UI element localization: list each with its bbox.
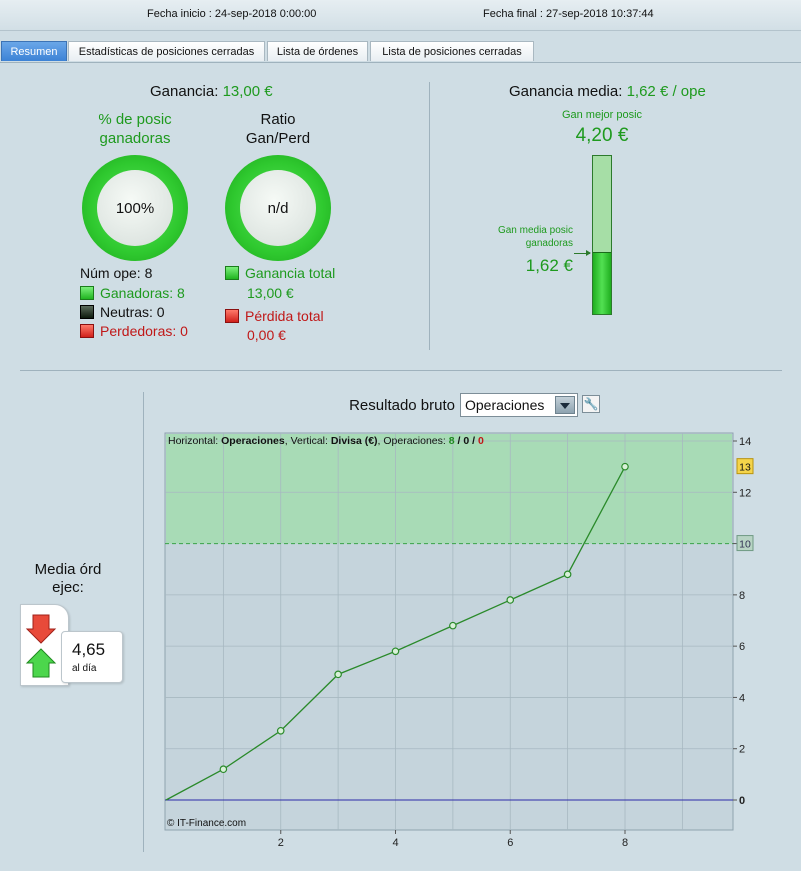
avg-gain-bar-fill: [593, 252, 611, 314]
ratio-title: Ratio Gan/Perd: [213, 110, 343, 148]
avg-win-label-line1: Gan media posic: [497, 225, 573, 236]
chart-title: Resultado bruto: [349, 397, 455, 414]
win-pct-title-line2: ganadoras: [99, 130, 171, 147]
avg-gain-line: Ganancia media: 1,62 € / ope: [509, 83, 706, 100]
win-pct-title: % de posic ganadoras: [70, 110, 200, 148]
win-pct-gauge: 100%: [82, 155, 188, 261]
data-point: [506, 596, 515, 604]
x-tick-label: 8: [622, 837, 628, 849]
avg-gain-label: Ganancia media:: [509, 83, 623, 100]
y-tick-label: 0: [739, 795, 745, 807]
total-loss-label: Pérdida total: [245, 308, 324, 324]
y-tick-label: 2: [739, 744, 745, 756]
neutral-legend: Neutras: 0: [80, 304, 165, 320]
zone-badge-label: 10: [739, 539, 751, 551]
avg-gain-bar: [592, 155, 612, 315]
y-tick-label: 6: [739, 641, 745, 653]
start-date: Fecha inicio : 24-sep-2018 0:00:00: [147, 8, 316, 20]
best-pos-label: Gan mejor posic: [561, 109, 643, 121]
ratio-gauge: n/d: [225, 155, 331, 261]
black-square-icon: [80, 305, 94, 319]
x-tick-label: 2: [278, 837, 284, 849]
chart-mode-value: Operaciones: [465, 397, 545, 413]
data-point: [621, 462, 629, 471]
orders-unit: al día: [72, 663, 97, 674]
avg-win-label-line2: ganadoras: [525, 238, 573, 249]
target-zone: [166, 434, 732, 544]
profit-label: Ganancia:: [150, 83, 219, 100]
orders-doc-icon: [20, 604, 69, 686]
data-point: [391, 647, 400, 656]
start-date-label: Fecha inicio :: [147, 8, 212, 20]
y-tick-label: 14: [739, 436, 751, 448]
wrench-icon[interactable]: 🔧: [582, 395, 600, 413]
red-square-icon: [225, 309, 239, 323]
profit-value: 13,00 €: [222, 83, 273, 100]
chart-divider-vertical: [143, 392, 144, 852]
total-loss-legend: Pérdida total: [225, 308, 324, 324]
result-chart: Horizontal: Operaciones, Vertical: Divis…: [164, 432, 754, 849]
total-loss-value: 0,00 €: [247, 327, 286, 343]
red-square-icon: [80, 324, 94, 338]
chart-watermark: © IT-Finance.com: [167, 818, 246, 829]
y-tick-label: 4: [739, 692, 745, 704]
total-gain-value: 13,00 €: [247, 285, 294, 301]
start-date-value: 24-sep-2018 0:00:00: [214, 8, 317, 20]
tab-estadisticas[interactable]: Estadísticas de posiciones cerradas: [68, 41, 265, 61]
total-gain-label: Ganancia total: [245, 265, 336, 281]
x-tick-label: 6: [507, 837, 513, 849]
losers-legend: Perdedoras: 0: [80, 323, 188, 339]
last-value-badge-label: 13: [739, 462, 751, 474]
data-point: [449, 621, 457, 630]
x-tick-label: 4: [392, 837, 398, 849]
tab-lista-ordenes[interactable]: Lista de órdenes: [267, 41, 368, 61]
chart-info-text: Horizontal: Operaciones, Vertical: Divis…: [168, 435, 484, 447]
y-tick-label: 8: [739, 590, 745, 602]
avg-win-pointer: [574, 253, 590, 254]
data-point: [563, 570, 572, 579]
ratio-title-line2: Gan/Perd: [245, 130, 311, 147]
arrow-right-icon: [586, 250, 591, 256]
orders-title: Media órd ejec:: [20, 561, 116, 597]
tab-bar: Resumen Estadísticas de posiciones cerra…: [0, 40, 801, 63]
end-date-value: 27-sep-2018 10:37:44: [545, 8, 654, 20]
winners-legend: Ganadoras: 8: [80, 285, 185, 301]
ratio-title-line1: Ratio: [260, 111, 296, 128]
best-pos-value: 4,20 €: [575, 125, 629, 146]
tab-resumen[interactable]: Resumen: [1, 41, 67, 61]
num-ops: Núm ope: 8: [80, 265, 153, 281]
avg-win-value: 1,62 €: [525, 256, 573, 275]
section-divider-horizontal: [20, 370, 782, 371]
losers-label: Perdedoras: 0: [100, 323, 188, 339]
win-pct-value: 100%: [97, 170, 173, 246]
green-square-icon: [80, 286, 94, 300]
avg-win-label: Gan media posic ganadoras: [470, 224, 573, 250]
orders-title-line2: ejec:: [52, 579, 84, 596]
orders-card: 4,65 al día: [61, 631, 123, 683]
orders-title-line1: Media órd: [34, 561, 102, 578]
neutral-label: Neutras: 0: [100, 304, 165, 320]
data-point: [276, 726, 285, 735]
data-point: [219, 765, 228, 774]
orders-value: 4,65: [72, 640, 106, 659]
end-date: Fecha final : 27-sep-2018 10:37:44: [483, 8, 654, 20]
section-divider-vertical: [429, 82, 430, 350]
last-value-badge: [736, 458, 754, 475]
win-pct-title-line1: % de posic: [98, 111, 172, 128]
y-tick-label: 12: [739, 487, 751, 499]
avg-gain-value: 1,62 € / ope: [626, 83, 706, 100]
date-range-bar: Fecha inicio : 24-sep-2018 0:00:00 Fecha…: [0, 0, 801, 31]
green-square-icon: [225, 266, 239, 280]
ratio-value: n/d: [240, 170, 316, 246]
total-gain-legend: Ganancia total: [225, 265, 335, 281]
tab-lista-posiciones[interactable]: Lista de posiciones cerradas: [370, 41, 534, 61]
profit-line: Ganancia: 13,00 €: [150, 83, 273, 100]
chevron-down-icon[interactable]: [555, 396, 575, 414]
chart-mode-select[interactable]: Operaciones: [460, 393, 578, 417]
winners-label: Ganadoras: 8: [100, 285, 185, 301]
end-date-label: Fecha final :: [483, 8, 543, 20]
data-point: [334, 670, 342, 679]
zone-badge: [736, 535, 754, 552]
